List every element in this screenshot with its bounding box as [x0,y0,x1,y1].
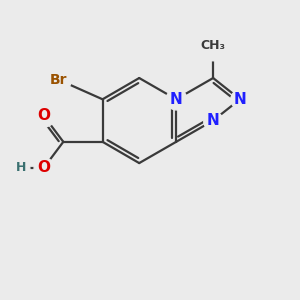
Text: CH₃: CH₃ [201,39,226,52]
Text: O: O [37,108,50,123]
Text: O: O [37,160,50,175]
Text: N: N [234,92,246,107]
Text: Br: Br [50,73,67,87]
Text: N: N [207,113,220,128]
Text: N: N [170,92,182,107]
Text: H: H [16,161,26,175]
